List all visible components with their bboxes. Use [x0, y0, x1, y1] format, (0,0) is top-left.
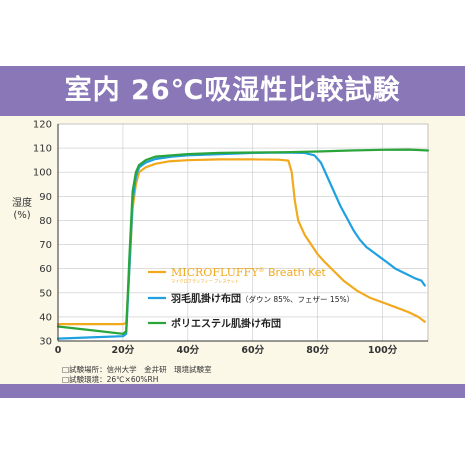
y-tick-label: 50	[39, 288, 52, 299]
legend-label-feather: 羽毛肌掛け布団（ダウン 85%、フェザー 15%）	[171, 292, 354, 305]
y-tick-label: 30	[39, 337, 52, 348]
x-tick-label: 40分	[176, 344, 199, 356]
chart-title: 室内 26℃吸湿性比較試験	[64, 75, 401, 106]
y-tick-label: 90	[39, 192, 52, 203]
y-tick-label: 120	[33, 120, 52, 131]
y-tick-label: 40	[39, 312, 52, 323]
bottom-bar	[0, 384, 465, 398]
test-notes: □試験場所：信州大学 金井研 環境試験室 □試験環境：26℃×60%RH	[62, 365, 212, 385]
x-tick-label: 100分	[368, 344, 398, 356]
y-tick-label: 70	[39, 240, 52, 251]
legend-label-polyester: ポリエステル肌掛け布団	[171, 317, 281, 330]
note-environment: □試験環境：26℃×60%RH	[62, 375, 159, 384]
note-location: □試験場所：信州大学 金井研 環境試験室	[62, 365, 212, 374]
y-tick-label: 80	[39, 216, 52, 227]
x-tick-label: 0	[55, 345, 62, 356]
y-tick-label: 110	[33, 144, 52, 155]
legend-label-microfluffy: MICROFLUFFY® Breath Ket	[171, 266, 327, 279]
y-tick-label: 60	[39, 264, 52, 275]
x-tick-label: 80分	[306, 344, 329, 356]
series-line-polyester	[56, 148, 430, 335]
legend-sublabel-microfluffy: マイクロフラッフィー ブレスケット	[171, 278, 239, 285]
plot-background	[57, 123, 429, 342]
x-tick-label: 20分	[112, 344, 135, 356]
title-bar	[0, 66, 465, 116]
series-lines	[56, 148, 430, 340]
y-tick-label: 100	[33, 168, 52, 179]
axes: 30 40 50 60 70 80 90 100 110 120 0 20分 40分 60分 80分 100分…	[12, 120, 428, 356]
x-tick-label: 60分	[241, 344, 264, 356]
y-axis-label: 湿度(%)	[12, 196, 32, 221]
